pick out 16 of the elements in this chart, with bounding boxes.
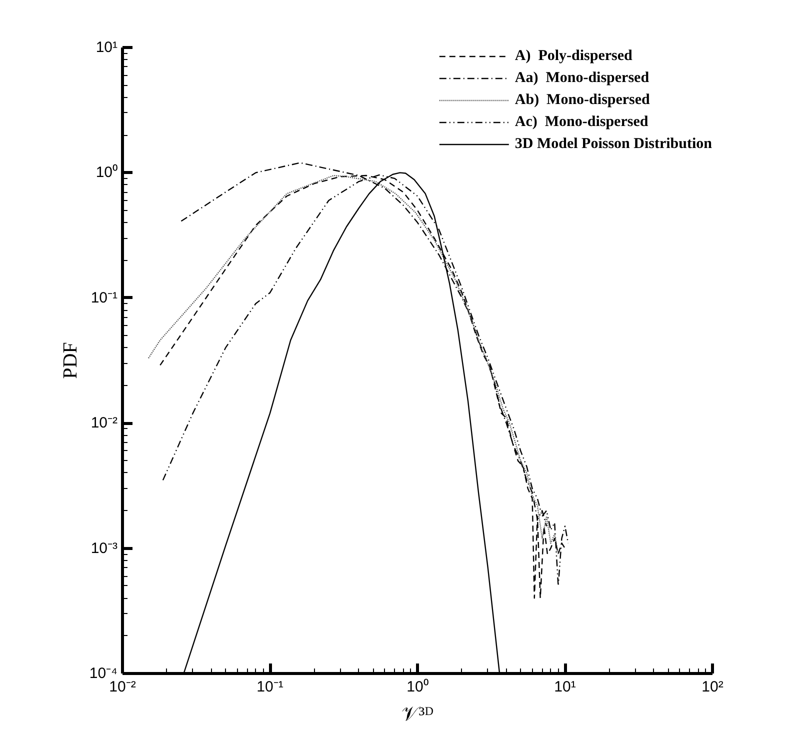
legend-label: Ab) Mono-dispersed: [514, 91, 650, 109]
x-tick-label: 10²: [702, 678, 724, 696]
y-axis-title: PDF: [59, 342, 82, 379]
legend-label: Aa) Mono-dispersed: [514, 69, 650, 87]
y-tick-label: 10⁻³: [90, 540, 118, 557]
legend-label: A) Poly-dispersed: [514, 47, 632, 65]
y-tick-label: 10¹: [96, 39, 118, 56]
x-tick-label: 10¹: [554, 678, 576, 696]
y-tick-label: 10⁻¹: [90, 289, 118, 306]
y-tick-label: 10⁰: [96, 164, 118, 182]
legend-label: 3D Model Poisson Distribution: [514, 135, 712, 153]
x-tick-label: 10⁰: [406, 678, 428, 696]
x-axis-title: 𝒱³ᴰ: [402, 704, 434, 726]
y-tick-label: 10⁻²: [90, 414, 118, 432]
legend-label: Ac) Mono-dispersed: [514, 113, 648, 131]
x-tick-label: 10⁻¹: [256, 678, 284, 696]
